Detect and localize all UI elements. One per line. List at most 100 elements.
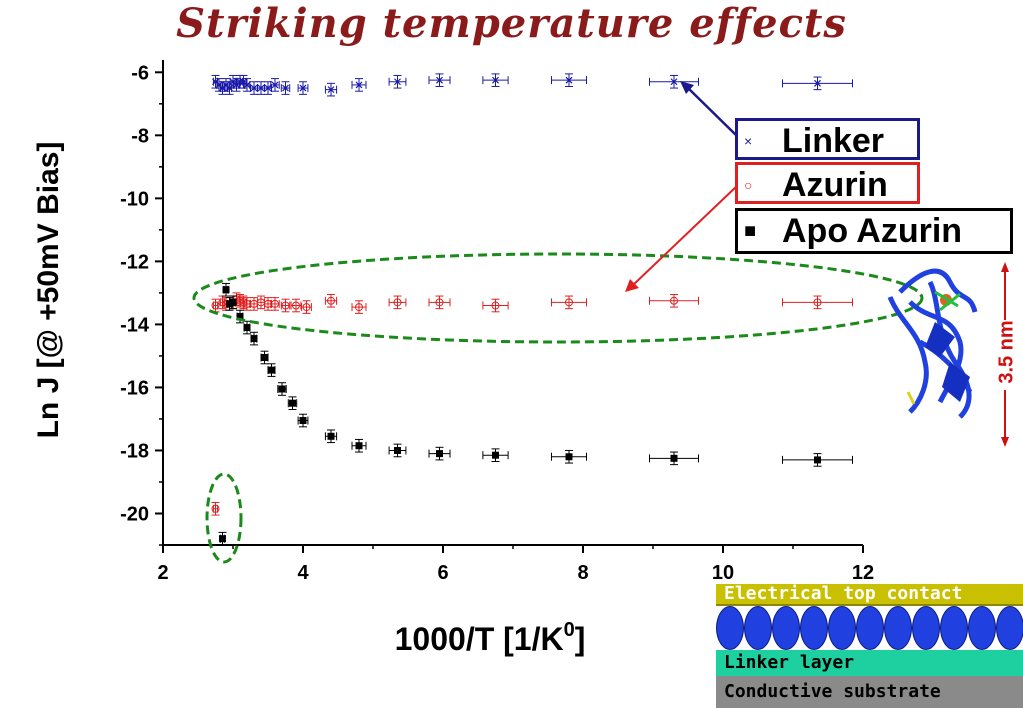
- data-point: [281, 301, 290, 310]
- data-marks: [211, 73, 853, 546]
- data-point: [394, 446, 401, 454]
- protein-blob: [744, 606, 772, 650]
- x-tick-label: 6: [437, 562, 448, 584]
- data-point: [670, 454, 678, 462]
- legend-apo-azurin: ■ Apo Azurin: [735, 208, 1013, 254]
- series-apo-azurin: [218, 282, 853, 546]
- data-point: [565, 298, 573, 307]
- y-tick-label: -8: [131, 125, 149, 147]
- data-point: [236, 313, 244, 321]
- data-point: [268, 366, 275, 374]
- scale-label: 3.5 nm: [995, 320, 1018, 384]
- data-point: [261, 353, 268, 361]
- protein-blob: [716, 606, 744, 650]
- data-point: [211, 301, 220, 310]
- x-tick-label: 4: [297, 562, 309, 584]
- y-tick-label: -14: [120, 314, 150, 336]
- data-point: [211, 504, 220, 513]
- data-point: [436, 76, 443, 84]
- layer-substrate: Conductive substrate: [716, 676, 1023, 708]
- x-tick-label: 10: [712, 562, 734, 584]
- azurin-marker-icon: ○: [744, 177, 753, 193]
- data-point: [278, 385, 286, 393]
- axes: 2 4 6 8 10 12 -20 -18 -16 -14 -12 -10 -8 -6: [120, 60, 874, 584]
- protein-structure-illustration: [887, 268, 978, 419]
- protein-blob: [884, 606, 912, 650]
- x-axis-label-main: 1000/T [1/K: [395, 621, 564, 657]
- data-point: [565, 453, 573, 461]
- data-point: [813, 298, 822, 307]
- legend-azurin: ○ Azurin: [735, 162, 920, 204]
- data-point: [257, 84, 265, 92]
- data-point: [243, 324, 251, 332]
- data-point: [814, 456, 821, 464]
- data-point: [393, 298, 402, 307]
- data-point: [282, 84, 289, 92]
- protein-blob: [968, 606, 996, 650]
- data-point: [299, 84, 307, 92]
- data-point: [292, 301, 300, 310]
- arrow-azurin: [631, 184, 739, 287]
- x-tick-label: 8: [577, 562, 588, 584]
- data-point: [271, 299, 279, 308]
- y-tick-label: -12: [120, 251, 149, 273]
- data-point: [250, 84, 258, 92]
- x-tick-label: 12: [852, 562, 874, 584]
- legend-linker-label: Linker: [782, 122, 885, 160]
- data-point: [355, 442, 363, 450]
- data-point: [327, 296, 335, 305]
- data-point: [355, 303, 363, 312]
- data-point: [814, 79, 821, 87]
- x-tick-label: 2: [157, 562, 168, 584]
- annotations: [192, 81, 924, 564]
- linker-marker-icon: ×: [744, 133, 753, 149]
- data-point: [289, 399, 296, 407]
- data-point: [435, 298, 444, 307]
- data-point: [271, 81, 279, 89]
- data-point: [565, 76, 573, 84]
- data-point: [492, 76, 499, 84]
- legend-linker: × Linker: [735, 118, 920, 160]
- x-axis-label: 1000/T [1/K0]: [395, 619, 586, 657]
- highlight-ellipse: [192, 252, 924, 344]
- protein-blob: [940, 606, 968, 650]
- y-axis-label: Ln J [@ +50mV Bias]: [32, 142, 65, 439]
- legend-apo-azurin-label: Apo Azurin: [782, 212, 963, 250]
- x-axis-label-end: ]: [575, 621, 586, 657]
- highlight-ellipse-low-t: [205, 472, 243, 564]
- arrow-linker-head: [680, 81, 694, 94]
- protein-blob: [772, 606, 800, 650]
- y-tick-label: -18: [120, 440, 149, 462]
- data-point: [670, 78, 678, 86]
- x-axis-label-sup: 0: [564, 619, 575, 641]
- y-tick-label: -6: [131, 62, 149, 84]
- data-point: [299, 417, 307, 425]
- data-point: [229, 298, 237, 306]
- data-point: [492, 451, 499, 459]
- data-point: [243, 81, 251, 89]
- data-point: [327, 86, 335, 94]
- data-point: [264, 84, 272, 92]
- data-point: [302, 303, 311, 312]
- data-point: [250, 335, 258, 343]
- y-tick-label: -20: [120, 503, 149, 525]
- scale-bar: [990, 262, 1020, 447]
- y-tick-label: -16: [120, 377, 149, 399]
- y-tick-label: -10: [120, 188, 149, 210]
- arrow-linker: [687, 87, 739, 138]
- device-layer-diagram: Electrical top contact Linker layer Cond…: [716, 584, 1023, 708]
- protein-blob: [996, 606, 1023, 650]
- apo-azurin-marker-icon: ■: [744, 220, 757, 242]
- layer-protein-monolayer: [716, 606, 1023, 650]
- arrow-azurin-head: [625, 279, 639, 292]
- protein-blob: [800, 606, 828, 650]
- protein-blob: [828, 606, 856, 650]
- series-azurin: [211, 292, 853, 516]
- data-point: [222, 286, 230, 294]
- layer-top-contact: Electrical top contact: [716, 584, 1023, 606]
- data-point: [436, 450, 443, 458]
- series-linker: [211, 73, 853, 97]
- data-point: [219, 535, 226, 543]
- data-point: [670, 296, 678, 305]
